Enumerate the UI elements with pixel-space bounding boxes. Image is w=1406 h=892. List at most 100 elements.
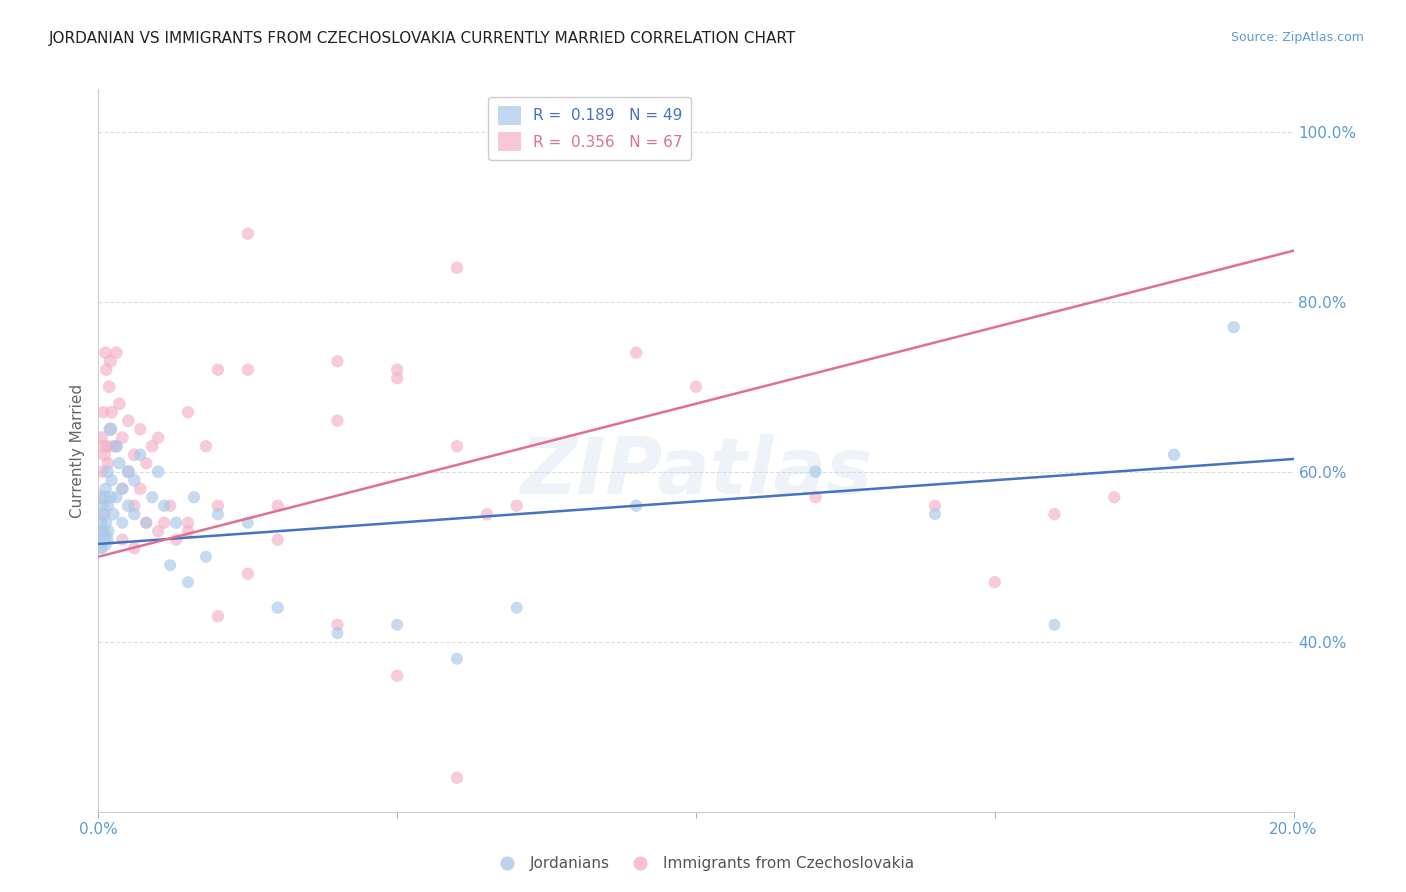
Point [89,533,111,547]
Point [236,227,259,241]
Point [1163,448,1185,462]
Point [124,448,146,462]
Point [108,397,131,411]
Point [96,362,118,376]
Point [135,516,157,530]
Legend: Jordanians, Immigrants from Czechoslovakia: Jordanians, Immigrants from Czechoslovak… [485,850,921,877]
Point [129,482,152,496]
Point [267,499,290,513]
Point [195,439,218,453]
Point [236,516,259,530]
Point [446,260,468,275]
Point [98,422,122,436]
Point [148,524,170,539]
Point [111,533,134,547]
Text: Source: ZipAtlas.com: Source: ZipAtlas.com [1230,31,1364,45]
Point [91,524,114,539]
Point [124,541,146,556]
Point [148,465,170,479]
Point [506,600,529,615]
Point [97,499,120,513]
Text: JORDANIAN VS IMMIGRANTS FROM CZECHOSLOVAKIA CURRENTLY MARRIED CORRELATION CHART: JORDANIAN VS IMMIGRANTS FROM CZECHOSLOVA… [49,31,796,46]
Point [326,414,349,428]
Point [984,575,1007,590]
Point [111,516,134,530]
Point [1223,320,1246,334]
Point [111,482,134,496]
Point [91,499,114,513]
Point [98,354,122,368]
Point [177,516,200,530]
Point [135,456,157,470]
Point [385,617,409,632]
Point [94,345,117,359]
Point [446,651,468,665]
Text: ZIPatlas: ZIPatlas [520,434,872,510]
Point [90,541,112,556]
Point [105,490,128,504]
Point [93,448,115,462]
Point [105,439,128,453]
Point [97,456,120,470]
Point [91,507,114,521]
Point [385,362,409,376]
Point [103,439,125,453]
Point [135,516,157,530]
Point [105,345,128,359]
Point [108,456,131,470]
Point [207,362,229,376]
Point [159,558,181,573]
Point [124,473,146,487]
Point [626,499,648,513]
Point [117,414,139,428]
Point [111,482,134,496]
Point [105,439,128,453]
Point [117,465,139,479]
Point [91,465,114,479]
Point [93,490,115,504]
Point [506,499,529,513]
Point [124,507,146,521]
Point [385,669,409,683]
Point [804,490,827,504]
Point [685,380,707,394]
Point [111,431,134,445]
Point [124,499,146,513]
Point [96,439,118,453]
Point [924,499,946,513]
Point [159,499,181,513]
Point [177,405,200,419]
Point [165,533,187,547]
Point [94,482,117,496]
Point [1104,490,1126,504]
Point [153,499,176,513]
Point [804,465,827,479]
Point [90,516,112,530]
Point [91,439,114,453]
Point [207,499,229,513]
Point [129,448,152,462]
Point [93,507,115,521]
Y-axis label: Currently Married: Currently Married [69,384,84,517]
Point [183,490,205,504]
Point [924,507,946,521]
Point [98,380,121,394]
Point [103,507,125,521]
Point [98,490,122,504]
Point [165,516,187,530]
Point [100,473,122,487]
Point [153,516,176,530]
Point [326,354,349,368]
Point [177,575,200,590]
Legend: R =  0.189   N = 49, R =  0.356   N = 67: R = 0.189 N = 49, R = 0.356 N = 67 [488,97,692,160]
Point [446,771,468,785]
Point [93,533,115,547]
Point [267,600,290,615]
Point [90,431,112,445]
Point [326,617,349,632]
Point [148,431,170,445]
Point [141,439,163,453]
Point [117,499,139,513]
Point [207,507,229,521]
Point [100,405,122,419]
